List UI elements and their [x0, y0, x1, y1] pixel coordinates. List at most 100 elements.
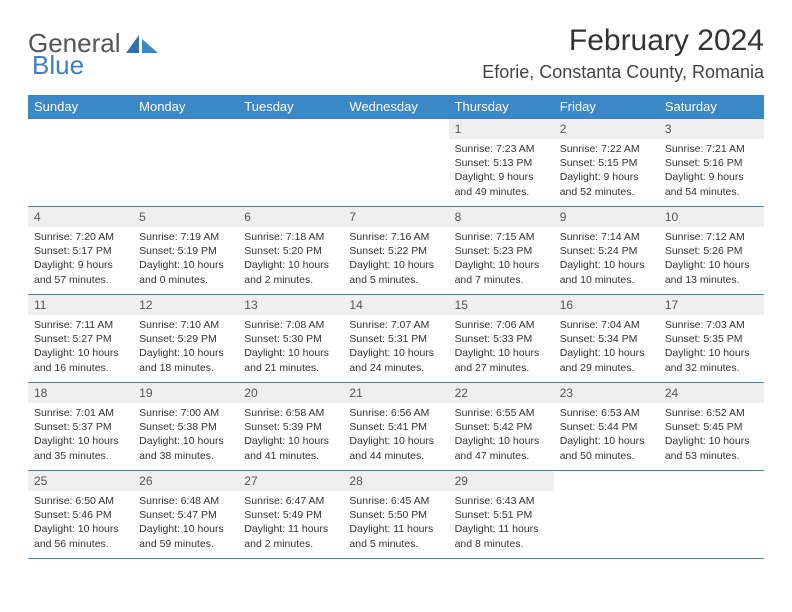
header-right: February 2024 Eforie, Constanta County, …: [482, 24, 764, 83]
day-number: 17: [659, 295, 764, 315]
day-number: 28: [343, 471, 448, 491]
day-number: 7: [343, 207, 448, 227]
calendar-cell: 27Sunrise: 6:47 AMSunset: 5:49 PMDayligh…: [238, 471, 343, 559]
day-number: 18: [28, 383, 133, 403]
day-number: 8: [449, 207, 554, 227]
day-number: 12: [133, 295, 238, 315]
day-number: 25: [28, 471, 133, 491]
calendar-cell: 7Sunrise: 7:16 AMSunset: 5:22 PMDaylight…: [343, 207, 448, 295]
calendar-cell: 21Sunrise: 6:56 AMSunset: 5:41 PMDayligh…: [343, 383, 448, 471]
calendar-row: 25Sunrise: 6:50 AMSunset: 5:46 PMDayligh…: [28, 471, 764, 559]
day-number: 9: [554, 207, 659, 227]
day-number: 3: [659, 119, 764, 139]
day-details: Sunrise: 7:06 AMSunset: 5:33 PMDaylight:…: [449, 315, 554, 379]
day-number: 29: [449, 471, 554, 491]
weekday-header-row: Sunday Monday Tuesday Wednesday Thursday…: [28, 95, 764, 119]
day-details: Sunrise: 6:47 AMSunset: 5:49 PMDaylight:…: [238, 491, 343, 555]
day-details: Sunrise: 7:12 AMSunset: 5:26 PMDaylight:…: [659, 227, 764, 291]
calendar-cell: ..: [659, 471, 764, 559]
calendar-cell: 22Sunrise: 6:55 AMSunset: 5:42 PMDayligh…: [449, 383, 554, 471]
calendar-cell: ..: [238, 119, 343, 207]
day-number: 27: [238, 471, 343, 491]
weekday-header: Saturday: [659, 95, 764, 119]
calendar-cell: ..: [554, 471, 659, 559]
day-details: Sunrise: 7:15 AMSunset: 5:23 PMDaylight:…: [449, 227, 554, 291]
logo-word-2: Blue: [32, 50, 84, 81]
day-number: 11: [28, 295, 133, 315]
day-details: Sunrise: 7:19 AMSunset: 5:19 PMDaylight:…: [133, 227, 238, 291]
calendar-cell: 18Sunrise: 7:01 AMSunset: 5:37 PMDayligh…: [28, 383, 133, 471]
calendar-cell: 13Sunrise: 7:08 AMSunset: 5:30 PMDayligh…: [238, 295, 343, 383]
day-details: Sunrise: 7:07 AMSunset: 5:31 PMDaylight:…: [343, 315, 448, 379]
day-number: 4: [28, 207, 133, 227]
day-details: Sunrise: 7:14 AMSunset: 5:24 PMDaylight:…: [554, 227, 659, 291]
day-number: 2: [554, 119, 659, 139]
day-number: 24: [659, 383, 764, 403]
day-details: Sunrise: 7:08 AMSunset: 5:30 PMDaylight:…: [238, 315, 343, 379]
calendar-table: Sunday Monday Tuesday Wednesday Thursday…: [28, 95, 764, 559]
day-details: Sunrise: 7:18 AMSunset: 5:20 PMDaylight:…: [238, 227, 343, 291]
weekday-header: Sunday: [28, 95, 133, 119]
calendar-cell: 9Sunrise: 7:14 AMSunset: 5:24 PMDaylight…: [554, 207, 659, 295]
calendar-cell: 11Sunrise: 7:11 AMSunset: 5:27 PMDayligh…: [28, 295, 133, 383]
day-details: Sunrise: 7:03 AMSunset: 5:35 PMDaylight:…: [659, 315, 764, 379]
header: General February 2024 Eforie, Constanta …: [28, 24, 764, 83]
weekday-header: Wednesday: [343, 95, 448, 119]
day-details: Sunrise: 7:10 AMSunset: 5:29 PMDaylight:…: [133, 315, 238, 379]
calendar-cell: ..: [28, 119, 133, 207]
calendar-cell: 6Sunrise: 7:18 AMSunset: 5:20 PMDaylight…: [238, 207, 343, 295]
day-number: 5: [133, 207, 238, 227]
day-number: 1: [449, 119, 554, 139]
calendar-cell: 29Sunrise: 6:43 AMSunset: 5:51 PMDayligh…: [449, 471, 554, 559]
day-number: 13: [238, 295, 343, 315]
page-title: February 2024: [482, 24, 764, 58]
calendar-cell: 24Sunrise: 6:52 AMSunset: 5:45 PMDayligh…: [659, 383, 764, 471]
calendar-cell: 8Sunrise: 7:15 AMSunset: 5:23 PMDaylight…: [449, 207, 554, 295]
day-number: 6: [238, 207, 343, 227]
day-details: Sunrise: 6:52 AMSunset: 5:45 PMDaylight:…: [659, 403, 764, 467]
logo-sail-icon: [125, 33, 159, 55]
location-text: Eforie, Constanta County, Romania: [482, 62, 764, 83]
calendar-row: 18Sunrise: 7:01 AMSunset: 5:37 PMDayligh…: [28, 383, 764, 471]
calendar-cell: 25Sunrise: 6:50 AMSunset: 5:46 PMDayligh…: [28, 471, 133, 559]
calendar-cell: 14Sunrise: 7:07 AMSunset: 5:31 PMDayligh…: [343, 295, 448, 383]
calendar-cell: 26Sunrise: 6:48 AMSunset: 5:47 PMDayligh…: [133, 471, 238, 559]
day-details: Sunrise: 7:21 AMSunset: 5:16 PMDaylight:…: [659, 139, 764, 203]
calendar-cell: 19Sunrise: 7:00 AMSunset: 5:38 PMDayligh…: [133, 383, 238, 471]
day-details: Sunrise: 6:43 AMSunset: 5:51 PMDaylight:…: [449, 491, 554, 555]
day-details: Sunrise: 6:58 AMSunset: 5:39 PMDaylight:…: [238, 403, 343, 467]
day-details: Sunrise: 7:23 AMSunset: 5:13 PMDaylight:…: [449, 139, 554, 203]
calendar-cell: 2Sunrise: 7:22 AMSunset: 5:15 PMDaylight…: [554, 119, 659, 207]
calendar-page: General February 2024 Eforie, Constanta …: [0, 0, 792, 579]
day-details: Sunrise: 6:53 AMSunset: 5:44 PMDaylight:…: [554, 403, 659, 467]
weekday-header: Tuesday: [238, 95, 343, 119]
day-number: 23: [554, 383, 659, 403]
calendar-cell: 12Sunrise: 7:10 AMSunset: 5:29 PMDayligh…: [133, 295, 238, 383]
calendar-cell: 3Sunrise: 7:21 AMSunset: 5:16 PMDaylight…: [659, 119, 764, 207]
calendar-row: 4Sunrise: 7:20 AMSunset: 5:17 PMDaylight…: [28, 207, 764, 295]
calendar-cell: 4Sunrise: 7:20 AMSunset: 5:17 PMDaylight…: [28, 207, 133, 295]
day-number: 20: [238, 383, 343, 403]
calendar-cell: ..: [343, 119, 448, 207]
calendar-cell: 16Sunrise: 7:04 AMSunset: 5:34 PMDayligh…: [554, 295, 659, 383]
calendar-cell: 5Sunrise: 7:19 AMSunset: 5:19 PMDaylight…: [133, 207, 238, 295]
day-details: Sunrise: 6:56 AMSunset: 5:41 PMDaylight:…: [343, 403, 448, 467]
calendar-row: ........1Sunrise: 7:23 AMSunset: 5:13 PM…: [28, 119, 764, 207]
calendar-cell: ..: [133, 119, 238, 207]
day-number: 16: [554, 295, 659, 315]
calendar-cell: 15Sunrise: 7:06 AMSunset: 5:33 PMDayligh…: [449, 295, 554, 383]
day-number: 22: [449, 383, 554, 403]
day-details: Sunrise: 7:00 AMSunset: 5:38 PMDaylight:…: [133, 403, 238, 467]
day-number: 21: [343, 383, 448, 403]
day-details: Sunrise: 7:20 AMSunset: 5:17 PMDaylight:…: [28, 227, 133, 291]
day-details: Sunrise: 7:11 AMSunset: 5:27 PMDaylight:…: [28, 315, 133, 379]
day-details: Sunrise: 6:50 AMSunset: 5:46 PMDaylight:…: [28, 491, 133, 555]
weekday-header: Thursday: [449, 95, 554, 119]
day-details: Sunrise: 7:16 AMSunset: 5:22 PMDaylight:…: [343, 227, 448, 291]
day-details: Sunrise: 6:45 AMSunset: 5:50 PMDaylight:…: [343, 491, 448, 555]
calendar-row: 11Sunrise: 7:11 AMSunset: 5:27 PMDayligh…: [28, 295, 764, 383]
day-details: Sunrise: 6:48 AMSunset: 5:47 PMDaylight:…: [133, 491, 238, 555]
day-details: Sunrise: 6:55 AMSunset: 5:42 PMDaylight:…: [449, 403, 554, 467]
weekday-header: Friday: [554, 95, 659, 119]
day-number: 19: [133, 383, 238, 403]
